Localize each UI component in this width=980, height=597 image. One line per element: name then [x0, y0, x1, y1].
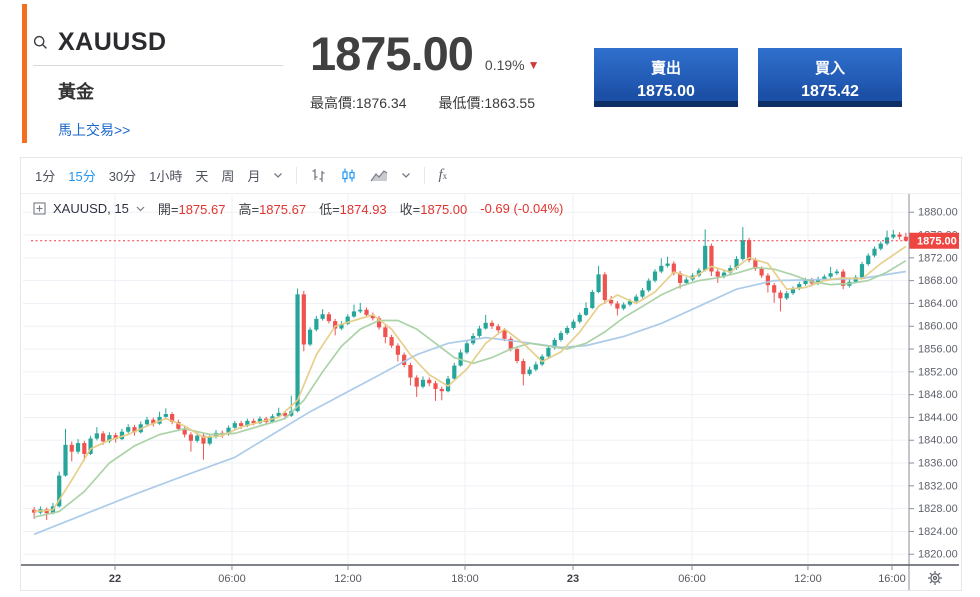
ma-slow: [33, 270, 907, 536]
trade-now-link[interactable]: 馬上交易>>: [58, 122, 131, 138]
legend-close-value: 1875.00: [420, 202, 468, 217]
low-price-label: 最低價:1863.55: [438, 95, 536, 111]
svg-text:06:00: 06:00: [218, 573, 246, 585]
svg-text:1828.00: 1828.00: [918, 503, 958, 515]
period-15min[interactable]: 15分: [68, 169, 96, 184]
svg-text:12:00: 12:00: [794, 573, 822, 585]
ma-fast: [34, 245, 907, 513]
svg-text:16:00: 16:00: [878, 573, 906, 585]
period-month[interactable]: 月: [247, 169, 261, 184]
period-30min[interactable]: 30分: [108, 169, 137, 184]
buy-button[interactable]: 買入 1875.42: [758, 48, 902, 107]
svg-text:22: 22: [109, 573, 121, 585]
period-week[interactable]: 周: [221, 169, 235, 184]
svg-text:1852.00: 1852.00: [918, 366, 958, 378]
sell-button-price: 1875.00: [637, 82, 695, 100]
candlestick-icon[interactable]: [340, 167, 357, 184]
svg-text:06:00: 06:00: [678, 573, 706, 585]
period-day[interactable]: 天: [195, 169, 209, 184]
symbol-title: XAUUSD: [58, 28, 167, 56]
chart-legend: XAUUSD, 15 開=1875.67 高=1875.67 低=1874.93…: [33, 199, 563, 218]
svg-text:1868.00: 1868.00: [918, 275, 958, 287]
svg-text:1848.00: 1848.00: [918, 389, 958, 401]
current-price: 1875.00: [310, 27, 474, 80]
legend-change: -0.69 (-0.04%): [480, 201, 564, 216]
legend-high-value: 1875.67: [259, 202, 307, 217]
down-triangle-icon: ▼: [527, 58, 540, 72]
legend-open-label: 開=: [157, 202, 179, 217]
ohlc-bars-icon[interactable]: [310, 167, 327, 184]
buy-button-price: 1875.42: [801, 82, 859, 100]
price-chart[interactable]: 1880.001876.001872.001868.001864.001860.…: [21, 194, 959, 590]
high-price-label: 最高價:1876.34: [310, 95, 407, 111]
svg-text:1844.00: 1844.00: [918, 412, 958, 424]
legend-high-label: 高=: [238, 202, 260, 217]
legend-close-label: 收=: [399, 202, 421, 217]
plus-square-icon[interactable]: [33, 202, 46, 215]
period-chevron-down-icon[interactable]: [273, 172, 283, 179]
symbol-block: XAUUSD 黃金 馬上交易>>: [33, 28, 283, 140]
buy-button-label: 買入: [814, 59, 845, 77]
svg-text:1860.00: 1860.00: [918, 321, 958, 333]
instrument-name: 黃金: [58, 82, 94, 102]
chart-panel: 1分 15分 30分 1小時 天 周 月: [20, 157, 962, 591]
price-block: 1875.00 0.19% ▼ 最高價:1876.34 最低價:1863.55: [310, 28, 540, 113]
accent-bar: [22, 4, 27, 143]
svg-text:1875.00: 1875.00: [917, 236, 957, 248]
svg-text:1880.00: 1880.00: [918, 207, 958, 219]
sell-button[interactable]: 賣出 1875.00: [594, 48, 738, 107]
chart-toolbar: 1分 15分 30分 1小時 天 周 月: [21, 158, 961, 194]
svg-text:23: 23: [567, 573, 579, 585]
svg-text:1820.00: 1820.00: [918, 549, 958, 561]
chart-area: XAUUSD, 15 開=1875.67 高=1875.67 低=1874.93…: [21, 194, 959, 590]
svg-text:12:00: 12:00: [334, 573, 362, 585]
toolbar-divider: [296, 167, 298, 184]
period-1min[interactable]: 1分: [35, 169, 56, 184]
svg-text:1872.00: 1872.00: [918, 252, 958, 264]
svg-text:1856.00: 1856.00: [918, 344, 958, 356]
svg-text:1836.00: 1836.00: [918, 458, 958, 470]
svg-text:1840.00: 1840.00: [918, 435, 958, 447]
ma-mid: [33, 259, 907, 519]
gear-icon: [927, 571, 942, 585]
svg-text:1832.00: 1832.00: [918, 480, 958, 492]
sell-button-label: 賣出: [650, 59, 681, 77]
svg-text:1864.00: 1864.00: [918, 298, 958, 310]
svg-text:1824.00: 1824.00: [918, 526, 958, 538]
chart-type-chevron-down-icon[interactable]: [401, 172, 411, 179]
legend-symbol[interactable]: XAUUSD, 15: [53, 201, 129, 216]
period-1hour[interactable]: 1小時: [149, 169, 183, 184]
chart-settings-corner[interactable]: [910, 566, 959, 590]
toolbar-divider: [424, 167, 426, 184]
legend-chevron-down-icon[interactable]: [136, 206, 145, 212]
search-icon[interactable]: [33, 35, 48, 50]
legend-low-value: 1874.93: [339, 202, 387, 217]
change-percent: 0.19%: [484, 57, 525, 73]
area-chart-icon[interactable]: [370, 168, 388, 183]
legend-open-value: 1875.67: [178, 202, 226, 217]
svg-text:18:00: 18:00: [451, 573, 479, 585]
legend-low-label: 低=: [319, 202, 340, 217]
